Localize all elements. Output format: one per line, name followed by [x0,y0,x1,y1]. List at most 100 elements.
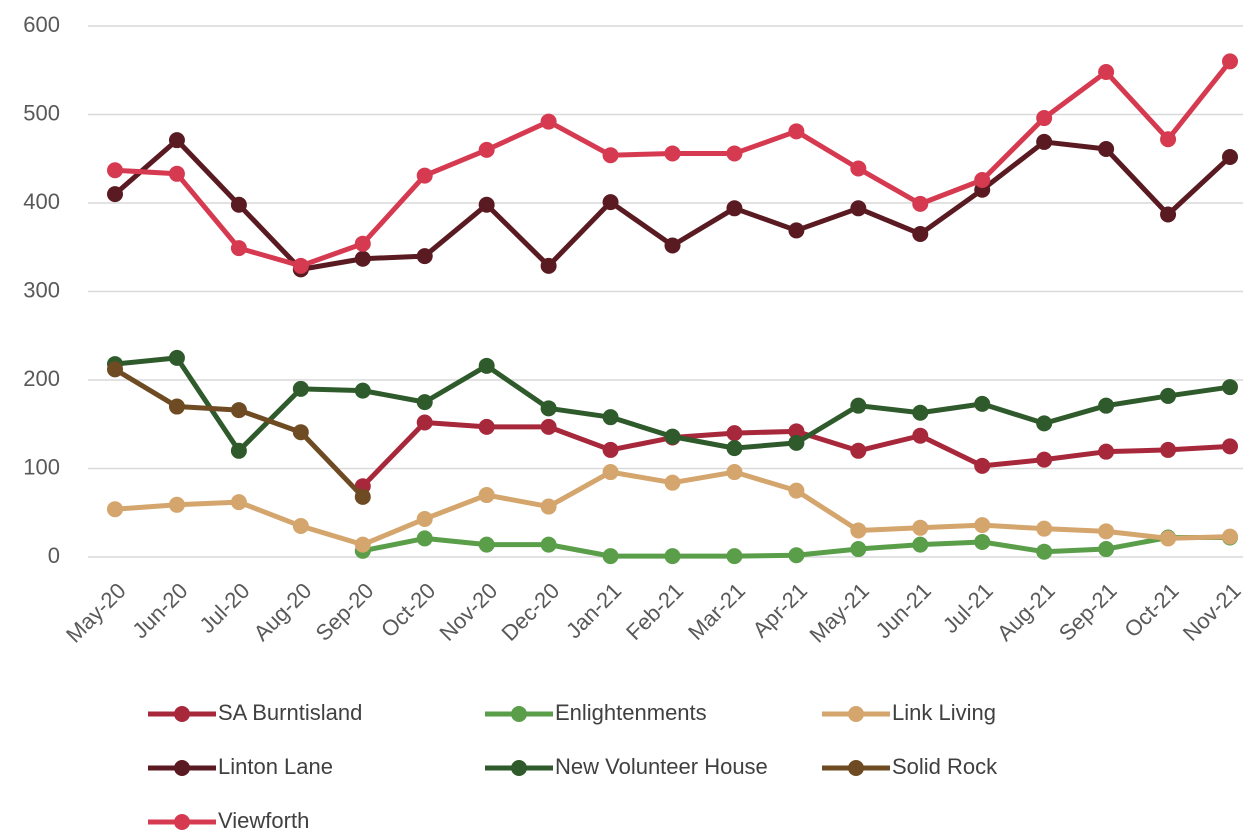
data-point [230,402,247,419]
data-point [107,162,123,179]
data-point [850,200,867,217]
data-point [168,165,185,182]
data-point [1098,523,1115,540]
data-point [850,522,867,539]
data-point [1160,387,1177,404]
x-tick-label: Nov-21 [1178,578,1243,646]
data-point [354,235,371,252]
data-point [540,536,557,553]
data-point [1222,438,1238,455]
y-tick-label: 0 [48,543,60,568]
data-point [1098,541,1115,558]
data-point [416,167,433,184]
legend-marker [511,760,527,776]
data-point [478,196,495,213]
data-point [1160,131,1177,148]
data-point [1222,379,1238,396]
x-tick-label: May-21 [804,578,874,648]
data-point [354,382,371,399]
data-point [230,442,247,459]
legend-marker [848,706,864,722]
data-point [1098,64,1115,81]
data-point [168,496,185,513]
data-point [354,536,371,553]
data-point [1036,543,1053,560]
data-point [912,404,929,421]
data-point [974,533,991,550]
x-tick-label: Jan-21 [561,578,626,643]
data-point [1036,110,1053,127]
series-line [114,59,1232,269]
y-tick-label: 600 [23,12,60,37]
data-point [850,442,867,459]
data-point [602,464,619,481]
x-tick-label: Dec-20 [496,578,564,646]
data-point [168,132,185,149]
legend-label: Linton Lane [218,754,333,779]
data-point [478,357,495,374]
data-point [912,225,929,242]
data-point [726,425,743,442]
data-point [1222,53,1238,70]
data-point [664,428,681,445]
data-point [416,248,433,265]
data-point [726,145,743,162]
x-tick-label: Nov-20 [434,578,502,646]
data-point [292,257,309,274]
y-tick-label: 100 [23,454,60,479]
data-point [912,536,929,553]
x-tick-label: Apr-21 [748,578,812,642]
data-point [726,548,743,565]
data-point [478,536,495,553]
data-point [602,548,619,565]
data-point [107,186,123,203]
y-tick-label: 500 [23,100,60,125]
data-point [1098,397,1115,414]
data-point [912,427,929,444]
data-point [788,482,805,499]
data-point [664,145,681,162]
data-point [416,530,433,547]
data-point [540,400,557,417]
data-point [788,123,805,140]
data-point [1036,133,1053,150]
data-point [354,250,371,267]
data-point [912,195,929,212]
legend-marker [174,814,190,830]
data-point [1036,451,1053,468]
y-tick-label: 200 [23,366,60,391]
legend-marker [511,706,527,722]
data-point [168,349,185,366]
data-point [1160,441,1177,458]
data-point [974,457,991,474]
x-tick-label: Oct-21 [1119,578,1183,642]
data-point [726,464,743,481]
data-point [788,547,805,564]
data-point [416,510,433,527]
data-point [107,501,123,518]
data-point [788,222,805,239]
data-point [354,488,371,505]
data-point [540,257,557,274]
data-point [230,494,247,511]
data-point [292,380,309,397]
data-point [478,487,495,504]
x-tick-label: Oct-20 [376,578,440,642]
x-tick-label: Aug-20 [249,578,317,646]
legend-label: New Volunteer House [555,754,768,779]
data-point [416,414,433,431]
y-tick-label: 300 [23,277,60,302]
x-tick-label: Jun-20 [127,578,192,643]
x-tick-label: May-20 [61,578,131,648]
legend-label: Link Living [892,700,996,725]
data-point [850,160,867,177]
data-point [974,517,991,534]
data-point [602,441,619,458]
data-point [850,397,867,414]
x-tick-label: Sep-21 [1054,578,1122,646]
x-tick-label: Sep-20 [311,578,379,646]
data-point [788,434,805,451]
legend-label: Solid Rock [892,754,998,779]
legend-marker [174,760,190,776]
